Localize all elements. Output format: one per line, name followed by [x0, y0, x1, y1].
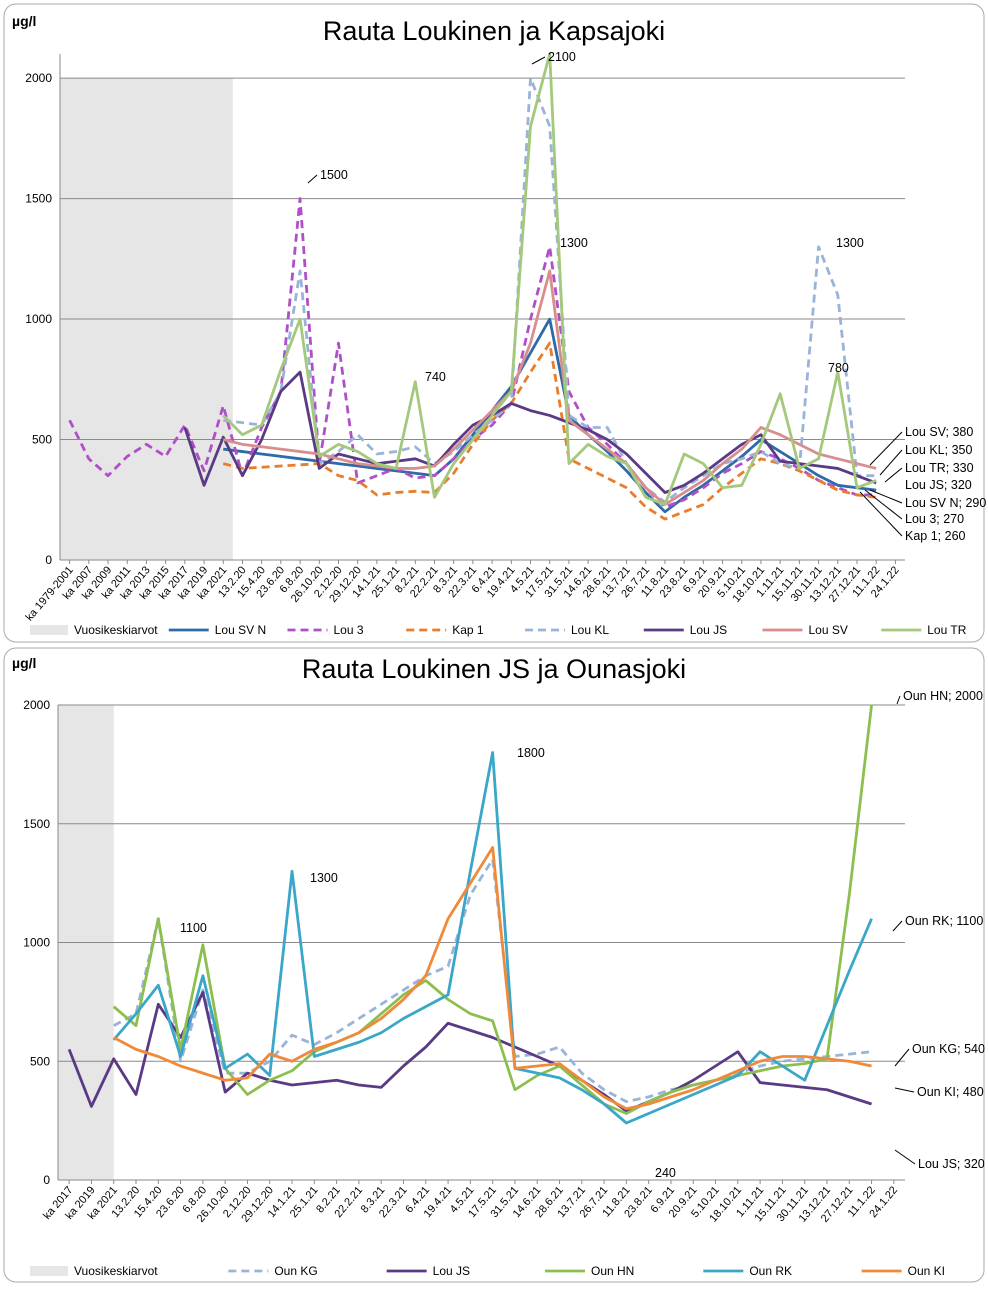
legend-label: Vuosikeskiarvot — [74, 1264, 158, 1278]
annotation: Lou 3; 270 — [905, 512, 964, 526]
series-line — [183, 370, 877, 494]
legend-label: Oun RK — [749, 1264, 792, 1278]
annotation: Kap 1; 260 — [905, 529, 966, 543]
annotation: 2100 — [548, 50, 576, 64]
annotation: Lou KL; 350 — [905, 443, 972, 457]
y-tick-label: 500 — [32, 433, 52, 447]
y-tick-label: 1000 — [23, 936, 50, 950]
y-tick-label: 0 — [45, 553, 52, 567]
y-axis-label: µg/l — [12, 655, 36, 671]
annotation: 740 — [425, 370, 446, 384]
annotation: Lou SV N; 290 — [905, 496, 986, 510]
annotation: 1300 — [560, 236, 588, 250]
annotation-leader — [869, 431, 903, 466]
series-line — [222, 269, 877, 506]
y-tick-label: 1000 — [25, 312, 52, 326]
annotation-leader — [869, 489, 903, 504]
annotation: 780 — [828, 361, 849, 375]
annotation: Lou SV; 380 — [905, 425, 973, 439]
annotation: 1500 — [320, 168, 348, 182]
legend-label: Lou SV N — [215, 623, 266, 637]
annotation-leader — [894, 1149, 916, 1165]
legend-swatch — [30, 1266, 68, 1276]
chart-title: Rauta Loukinen ja Kapsajoki — [323, 16, 665, 46]
series-line — [112, 751, 873, 1125]
series-line — [112, 704, 873, 1115]
legend-label: Oun KG — [274, 1264, 317, 1278]
y-tick-label: 2000 — [25, 71, 52, 85]
legend-label: Lou TR — [927, 623, 966, 637]
annotation-leader — [307, 174, 318, 184]
legend-label: Lou SV — [809, 623, 848, 637]
panel-frame — [3, 647, 985, 1283]
series-line — [113, 846, 872, 1111]
series-line — [222, 341, 877, 521]
annotation: Oun HN; 2000 — [903, 689, 983, 703]
legend-label: Oun KI — [908, 1264, 945, 1278]
annotation-leader — [864, 489, 903, 520]
series-line — [113, 857, 872, 1104]
annotation: 1800 — [517, 746, 545, 760]
annotation-leader — [892, 920, 903, 932]
y-tick-label: 1500 — [25, 192, 52, 206]
annotation: 1300 — [310, 871, 338, 885]
annotation-leader — [884, 467, 903, 483]
annotation: Oun KI; 480 — [917, 1085, 984, 1099]
y-axis-label: µg/l — [12, 13, 36, 29]
annotation: Oun RK; 1100 — [905, 914, 983, 928]
series-line — [222, 52, 877, 506]
legend-label: Oun HN — [591, 1264, 634, 1278]
annotation-leader — [894, 1048, 910, 1067]
annotation: Lou JS; 320 — [905, 478, 972, 492]
legend-label: Kap 1 — [452, 623, 484, 637]
annotation-leader — [879, 449, 903, 476]
series-line — [67, 990, 872, 1113]
series-line — [223, 76, 877, 504]
y-tick-label: 1500 — [23, 817, 50, 831]
y-tick-label: 2000 — [23, 698, 50, 712]
legend-label: Lou KL — [571, 623, 609, 637]
legend-label: Vuosikeskiarvot — [74, 623, 158, 637]
annotation: 1300 — [836, 236, 864, 250]
annotation: Oun KG; 540 — [912, 1042, 985, 1056]
annotation: 1100 — [180, 921, 207, 935]
legend-label: Lou 3 — [334, 623, 364, 637]
annotation: Lou JS; 320 — [918, 1157, 985, 1171]
legend-swatch — [30, 625, 68, 635]
legend-label: Lou JS — [433, 1264, 470, 1278]
panel-frame — [3, 3, 985, 643]
legend-label: Lou JS — [690, 623, 727, 637]
annotation-leader — [894, 1087, 915, 1093]
annotation-leader — [859, 491, 903, 537]
y-tick-label: 0 — [43, 1173, 50, 1187]
annotation-leader — [531, 56, 546, 65]
annotation-leader — [896, 695, 901, 705]
annotation: Lou TR; 330 — [905, 461, 974, 475]
chart-title: Rauta Loukinen JS ja Ounasjoki — [302, 654, 686, 684]
y-tick-label: 500 — [30, 1054, 50, 1068]
annotation: 240 — [655, 1166, 676, 1180]
